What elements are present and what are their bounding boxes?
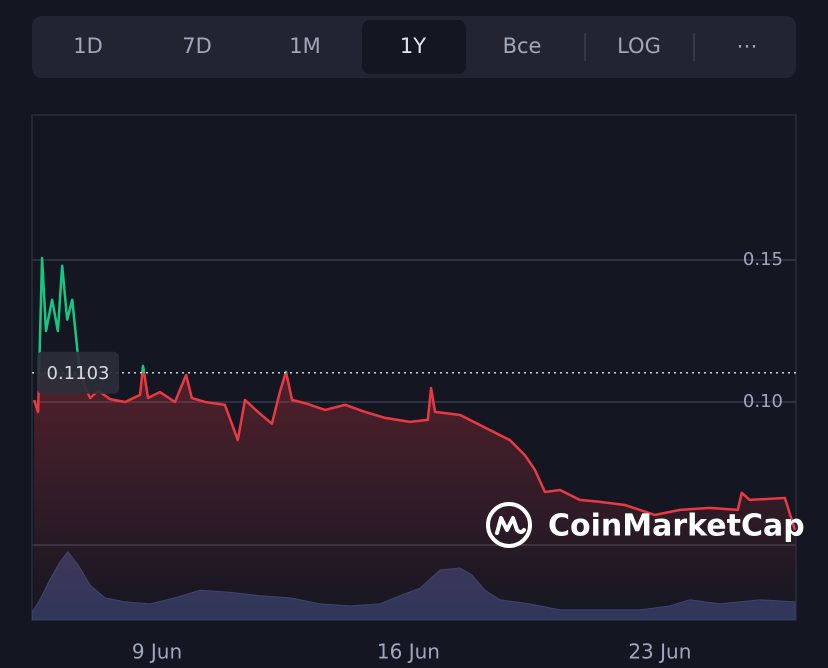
baseline-label: 0.1103	[47, 363, 110, 384]
tab[interactable]: ⋯	[737, 34, 758, 58]
tab[interactable]: 7D	[182, 34, 212, 58]
x-tick-label: 9 Jun	[132, 640, 182, 664]
tab-selected-bg	[362, 20, 466, 74]
tab[interactable]: 1Y	[400, 34, 426, 58]
tab[interactable]: 1D	[73, 34, 103, 58]
tab[interactable]: 1M	[289, 34, 320, 58]
tab[interactable]: LOG	[617, 34, 661, 58]
logo	[486, 502, 532, 548]
watermark: CoinMarketCap	[548, 509, 805, 544]
x-tick-label: 16 Jun	[377, 640, 440, 664]
logo-mark	[495, 516, 526, 535]
plot	[32, 256, 796, 620]
x-tick-label: 23 Jun	[628, 640, 691, 664]
y-tick-label: 0.15	[743, 249, 783, 270]
overlay: CoinMarketCap 0.1103	[32, 351, 805, 548]
baseline-label-bg	[37, 351, 119, 394]
tab[interactable]: Bce	[503, 34, 542, 58]
tabs: 1D 7D 1M 1Y Bce LOG ⋯	[73, 34, 757, 58]
y-tick-label: 0.10	[743, 391, 783, 412]
price-area	[34, 258, 795, 620]
